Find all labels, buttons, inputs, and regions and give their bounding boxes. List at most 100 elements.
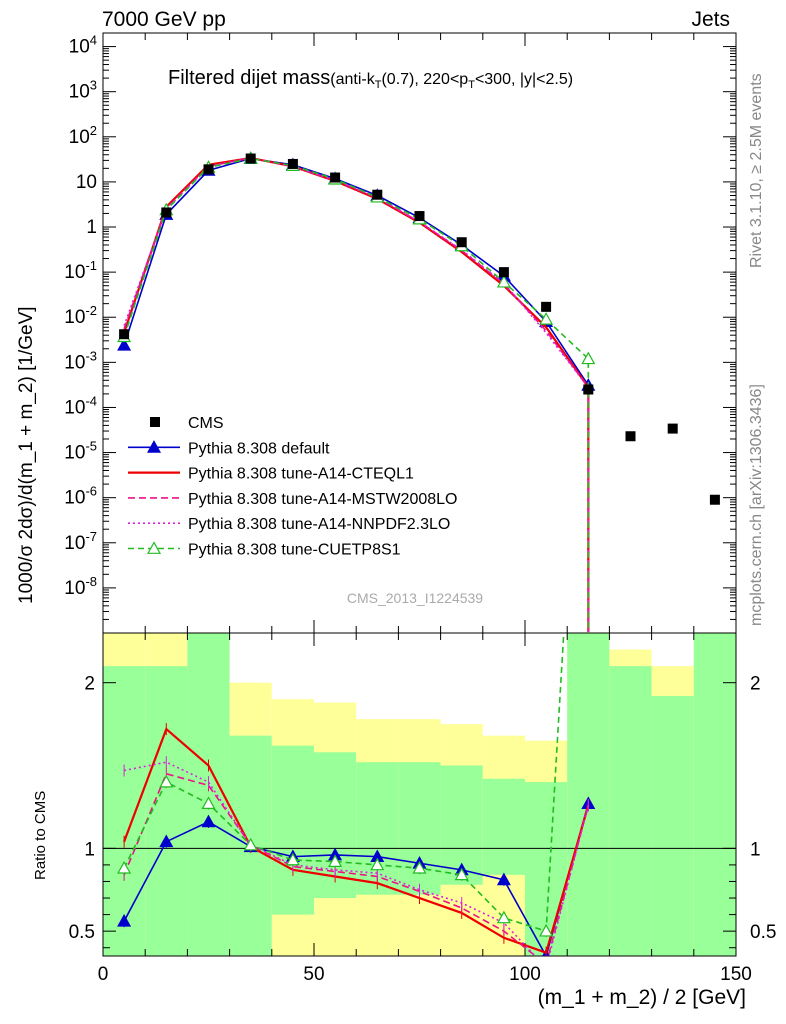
green-band-bin (398, 762, 441, 895)
legend-label: Pythia 8.308 tune-A14-NNPDF2.3LO (188, 516, 450, 533)
ratio-tick-label: 2 (84, 674, 95, 695)
green-band-bin (651, 695, 694, 956)
legend-label: Pythia 8.308 tune-A14-MSTW2008LO (188, 491, 457, 508)
title-text: Filtered dijet mass(anti-kT(0.7), 220<pT… (168, 67, 573, 91)
y-tick-label: 10 (76, 172, 97, 193)
y-tick-label: 102 (69, 123, 97, 148)
series-point (117, 337, 132, 351)
cms-point (709, 494, 720, 505)
series-point (539, 312, 554, 325)
y-tick-label: 10-4 (64, 393, 97, 418)
cms-data-points (119, 153, 720, 505)
category-label: Jets (691, 8, 730, 31)
ratio-panel-frame (102, 632, 737, 957)
ratio-y-axis-label: Ratio to CMS (32, 790, 49, 880)
ratio-point (243, 837, 258, 851)
y-tick-label: 1 (86, 217, 97, 238)
main-y-axis-label: 1000/σ 2dσ)/d(m_1 + m_2) [1/GeV] (16, 306, 37, 604)
y-tick-label: 10-6 (64, 484, 97, 509)
main-y-ticks (103, 46, 736, 634)
analysis-label: CMS_2013_I1224539 (347, 590, 483, 606)
y-tick-label: 10-5 (64, 439, 97, 464)
energy-label: 7000 GeV pp (102, 8, 226, 31)
chart-title: Filtered dijet mass(anti-kT(0.7), 220<pT… (168, 67, 573, 606)
ratio-tick-label: 0.5 (750, 922, 776, 943)
cms-point (203, 164, 214, 175)
ratio-line (123, 727, 590, 955)
main-y-tick-labels: 10-8 10-7 10-6 10-5 10-4 10-3 10-2 10-1 1 10 102 10… (64, 33, 97, 599)
legend: CMS Pythia 8.308 default Pythia 8.308 tune… (128, 415, 457, 559)
cms-point (287, 158, 298, 169)
ratio-tick-label: 1 (750, 839, 761, 860)
green-band-bin (567, 633, 610, 956)
y-tick-label: 10-3 (64, 348, 97, 373)
ratio-point (201, 796, 216, 810)
cms-point (583, 384, 594, 395)
ratio-line (123, 803, 590, 956)
cms-point (330, 172, 341, 183)
cms-point (541, 301, 552, 312)
uncertainty-bands (103, 633, 736, 956)
x-tick-label: 0 (98, 964, 109, 985)
ratio-line (123, 761, 590, 956)
cms-point (372, 189, 383, 200)
ratio-y-ticks: 0.5 0.5 1 1 2 2 (69, 674, 776, 949)
ratio-point (496, 910, 511, 924)
legend-label: Pythia 8.308 tune-A14-CTEQL1 (188, 466, 414, 483)
x-tick-label: 50 (303, 964, 324, 985)
cms-point (667, 423, 678, 434)
cms-point (498, 267, 509, 278)
cms-point (119, 329, 130, 340)
x-tick-label: 100 (509, 964, 541, 985)
cms-point (456, 237, 467, 248)
legend-marker (146, 541, 162, 554)
ratio-point (582, 213, 594, 224)
legend-label: Pythia 8.308 default (188, 440, 330, 457)
green-band-bin (271, 745, 314, 915)
mcplots-label: mcplots.cern.ch [arXiv:1306.3436] (748, 384, 765, 626)
legend-label: Pythia 8.308 tune-CUETP8S1 (188, 542, 401, 559)
ratio-tick-label: 0.5 (69, 922, 95, 943)
cms-point (414, 211, 425, 222)
cms-point (625, 431, 636, 442)
y-tick-label: 10-7 (64, 529, 97, 554)
legend-label-cms: CMS (188, 415, 224, 432)
ratio-series-4 (117, 213, 594, 938)
y-tick-label: 10-2 (64, 303, 97, 328)
series-point (581, 351, 596, 365)
legend-marker-cms (150, 417, 160, 427)
green-band-bin (693, 633, 736, 956)
ratio-point (328, 854, 343, 867)
ratio-line (123, 633, 565, 933)
y-tick-label: 10-1 (64, 258, 97, 283)
ratio-line (123, 772, 590, 956)
ratio-point (117, 913, 132, 927)
ratio-point (454, 867, 469, 881)
ratio-point (412, 860, 427, 874)
cms-point (245, 153, 256, 164)
green-band-bin (103, 666, 146, 956)
cms-point (161, 207, 172, 218)
ratio-point (285, 852, 300, 866)
ratio-point (370, 857, 385, 871)
x-ticks: 0 50 100 150 (98, 33, 752, 985)
ratio-point (539, 923, 554, 937)
x-axis-label: (m_1 + m_2) / 2 [GeV] (537, 986, 746, 1009)
green-band-bin (609, 666, 652, 956)
ratio-point (159, 834, 174, 848)
x-tick-label: 150 (720, 964, 752, 985)
ratio-point (159, 774, 174, 788)
ratio-point (201, 814, 216, 828)
ratio-tick-label: 1 (84, 839, 95, 860)
ratio-point (496, 872, 511, 886)
y-tick-label: 104 (69, 33, 97, 58)
ratio-point (117, 860, 132, 874)
green-band-bin (482, 778, 525, 875)
ratio-tick-label: 2 (750, 674, 761, 695)
legend-marker (146, 440, 162, 453)
y-tick-label: 10-8 (64, 574, 97, 599)
rivet-version-label: Rivet 3.1.10, ≥ 2.5M events (748, 73, 765, 268)
series-point (496, 274, 511, 288)
y-tick-label: 103 (69, 78, 97, 103)
